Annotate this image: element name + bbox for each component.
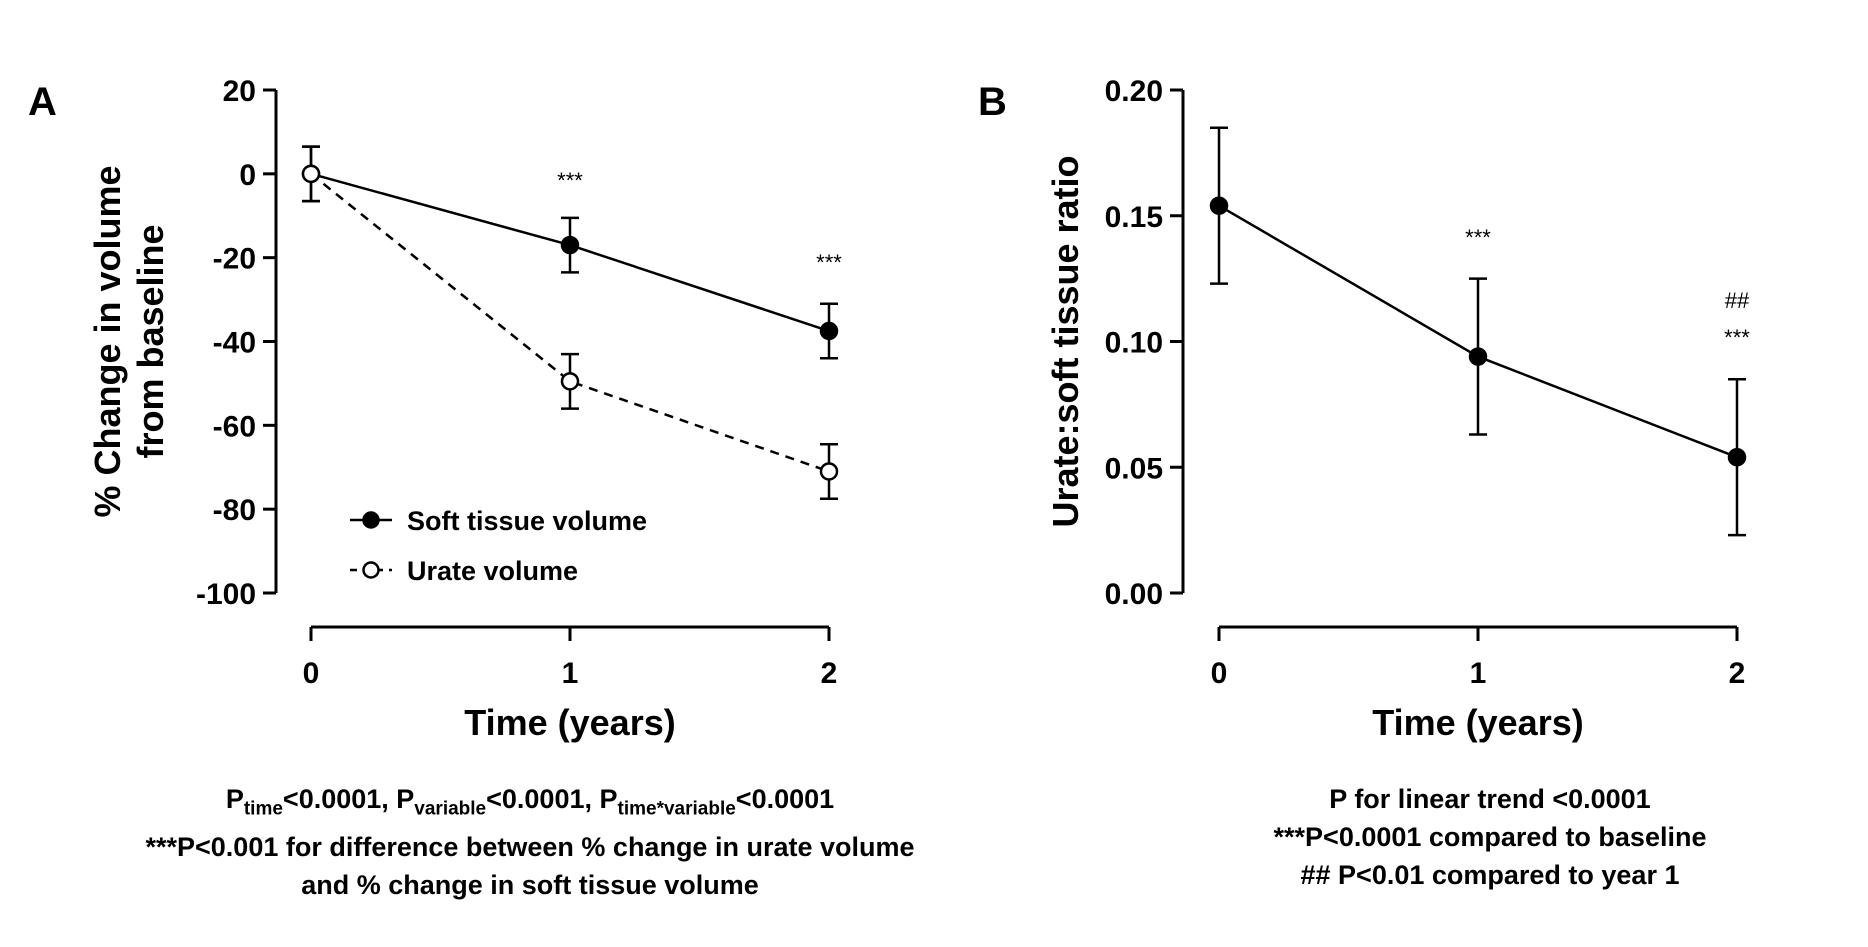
panel-a-legend-marker: [362, 511, 380, 529]
panel-b-y-axis-title: Urate:soft tissue ratio: [1045, 155, 1086, 527]
panel-a-y-tick-label: 0: [239, 159, 256, 192]
panel-b-significance-label: ***: [1465, 225, 1491, 250]
panel-a-y-tick-label: 20: [223, 75, 256, 108]
panel-b-x-tick-label: 2: [1729, 657, 1746, 690]
panel-a-series-line: [310, 172, 830, 473]
panel-a-x-tick-label: 1: [562, 657, 579, 690]
panel-a-data-point: [301, 164, 321, 184]
panel-a-y-tick-label: -20: [213, 243, 256, 276]
panel-a-y-tick-label: -60: [213, 410, 256, 443]
panel-a-y-axis-title-line2: from baseline: [130, 224, 171, 458]
panel-b-letter: B: [978, 80, 1007, 124]
fn-a-sub-variable: variable: [414, 798, 487, 820]
panel-a-y-axis-title-line1: % Change in volume: [87, 165, 128, 517]
panel-b-significance-label: ##: [1725, 288, 1750, 313]
fn-a-p1: P: [225, 784, 244, 814]
fn-a-text3: <0.0001: [735, 784, 835, 814]
panel-a-data-point: [819, 321, 839, 341]
panel-b-y-tick-label: 0.00: [1105, 578, 1163, 611]
fn-a-sub-time-variable: time*variable: [617, 798, 736, 820]
panel-a-y-tick-label: -80: [213, 494, 256, 527]
panel-b-data-point: [1727, 447, 1747, 467]
panel-a-x-tick-label: 0: [303, 657, 320, 690]
panel-a-x-axis-title: Time (years): [464, 702, 675, 743]
panel-a-y-tick-label: -40: [213, 327, 256, 360]
footnote-a: Ptime<0.0001, Pvariable<0.0001, Ptime*va…: [90, 780, 970, 904]
panel-a-data-point: [819, 462, 839, 481]
panel-a-letter: A: [28, 80, 57, 124]
panel-a-significance-label: ***: [816, 250, 842, 275]
panel-b-y-tick-label: 0.05: [1105, 452, 1163, 485]
panel-a-y-tick-label: -100: [196, 578, 256, 611]
panel-b-x-tick-label: 1: [1470, 657, 1487, 690]
footnote-a-line2: ***P<0.001 for difference between % chan…: [145, 832, 915, 863]
footnote-b-line1: P for linear trend <0.0001: [1329, 784, 1651, 814]
panel-b-significance-label: ***: [1724, 325, 1750, 350]
panel-b-x-tick-label: 0: [1211, 657, 1228, 690]
panel-a-data-point: [560, 372, 580, 391]
panel-a-significance-label: ***: [557, 168, 583, 193]
footnote-b-line2: ***P<0.0001 compared to baseline: [1273, 822, 1707, 852]
fn-a-text1: <0.0001, P: [282, 784, 415, 814]
footnote-b: P for linear trend <0.0001 ***P<0.0001 c…: [1200, 780, 1780, 894]
panel-a-legend-marker: [362, 561, 380, 579]
panel-b-data-point: [1468, 347, 1488, 366]
panel-b-y-tick-label: 0.15: [1105, 201, 1163, 234]
footnote-b-line3: ## P<0.01 compared to year 1: [1300, 860, 1680, 890]
panel-a-legend-label: Soft tissue volume: [407, 506, 647, 536]
footnote-a-line1: Ptime<0.0001, Pvariable<0.0001, Ptime*va…: [90, 780, 970, 828]
panel-a-legend-label: Urate volume: [407, 556, 578, 586]
panel-a-data-point: [560, 235, 580, 255]
fn-a-text2: <0.0001, P: [486, 784, 618, 814]
panel-b-y-tick-label: 0.10: [1105, 327, 1163, 360]
fn-a-sub-time: time: [243, 798, 283, 820]
panel-b-y-tick-label: 0.20: [1105, 75, 1163, 108]
panel-b-x-axis-title: Time (years): [1372, 702, 1583, 743]
panel-a-x-tick-label: 2: [821, 657, 838, 690]
panel-b-data-point: [1209, 196, 1229, 215]
footnote-a-line3: and % change in soft tissue volume: [301, 870, 759, 901]
